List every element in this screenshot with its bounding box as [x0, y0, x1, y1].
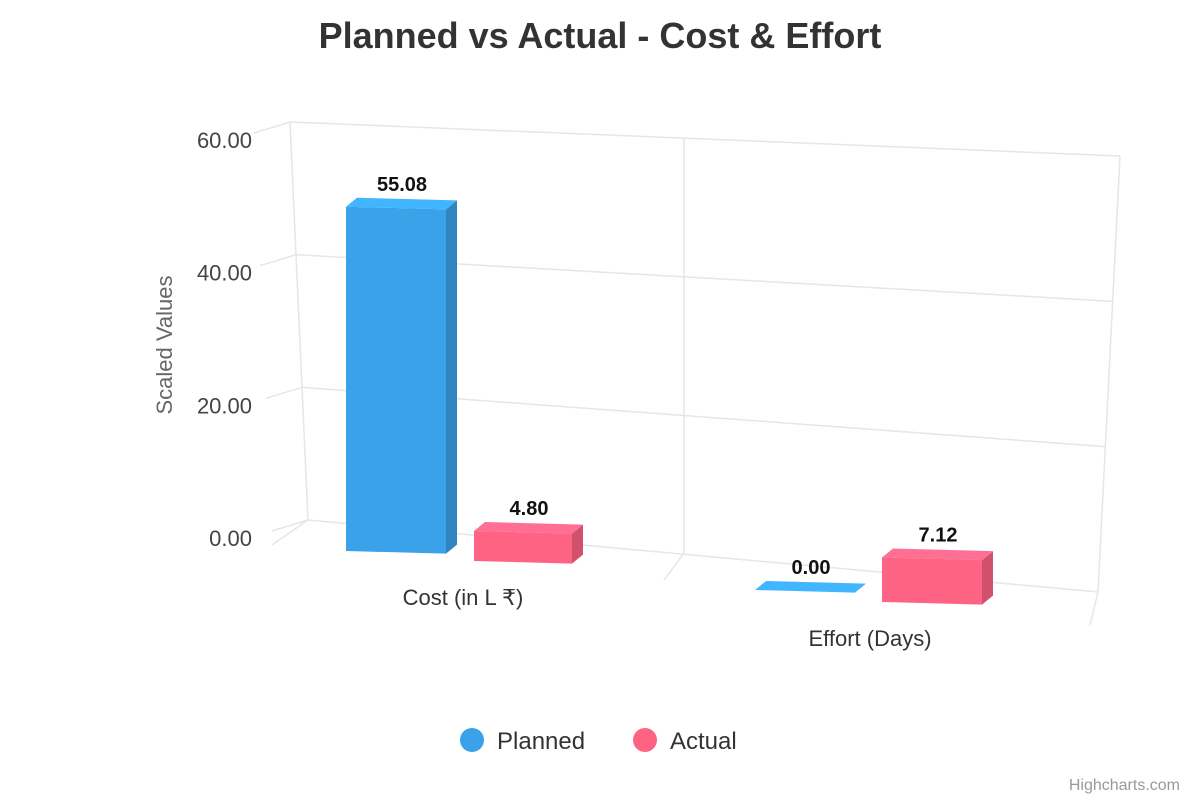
- data-label-planned-effort: 0.00: [792, 557, 831, 579]
- bar-actual-effort[interactable]: [882, 548, 993, 605]
- bar-front: [346, 206, 446, 554]
- legend-item-planned[interactable]: Planned: [460, 728, 585, 755]
- bar-top: [755, 581, 866, 593]
- x-tick-effort: Effort (Days): [808, 626, 931, 651]
- legend: Planned Actual: [460, 728, 737, 755]
- y-tick-2: 40.00: [197, 261, 252, 286]
- y-axis-label: Scaled Values: [152, 275, 177, 414]
- credit-link[interactable]: Highcharts.com: [1069, 777, 1180, 794]
- bars: [346, 197, 993, 605]
- data-label-actual-cost: 4.80: [510, 498, 549, 520]
- data-labels: 55.08 0.00 4.80 7.12: [377, 174, 958, 579]
- floor-right-edge: [1089, 591, 1099, 626]
- data-label-actual-effort: 7.12: [919, 525, 958, 547]
- chart-title: Planned vs Actual - Cost & Effort: [319, 15, 882, 56]
- back-wall-left: [289, 121, 309, 521]
- legend-label-actual: Actual: [670, 728, 737, 755]
- x-tick-cost: Cost (in L ₹): [403, 585, 524, 610]
- bar-front: [474, 531, 572, 564]
- bar-side: [446, 200, 457, 554]
- gridline-3: [289, 121, 1121, 157]
- bar-planned-cost[interactable]: [346, 197, 457, 554]
- data-label-planned-cost: 55.08: [377, 174, 427, 196]
- legend-item-actual[interactable]: Actual: [633, 728, 737, 755]
- back-wall-right: [1097, 155, 1121, 593]
- legend-marker-planned: [460, 728, 484, 752]
- side-gridline-3: [253, 121, 291, 134]
- side-gridline-2: [259, 253, 297, 267]
- bar-side: [572, 524, 583, 564]
- bar-side: [982, 551, 993, 605]
- bar-front: [882, 557, 982, 605]
- bar-top: [474, 522, 583, 534]
- side-gridline-1: [265, 386, 303, 400]
- y-tick-3: 60.00: [197, 128, 252, 153]
- bar-planned-effort[interactable]: [755, 581, 866, 593]
- floor-divider: [663, 552, 685, 581]
- legend-label-planned: Planned: [497, 728, 585, 755]
- bar-top: [346, 197, 457, 210]
- legend-marker-actual: [633, 728, 657, 752]
- y-axis-ticks: 0.00 20.00 40.00 60.00: [197, 128, 252, 551]
- bar-actual-cost[interactable]: [474, 522, 583, 564]
- y-tick-1: 20.00: [197, 393, 252, 418]
- y-tick-0: 0.00: [209, 526, 252, 551]
- bar-top: [882, 548, 993, 561]
- side-gridline-0: [271, 519, 309, 532]
- floor-left-edge: [271, 519, 309, 546]
